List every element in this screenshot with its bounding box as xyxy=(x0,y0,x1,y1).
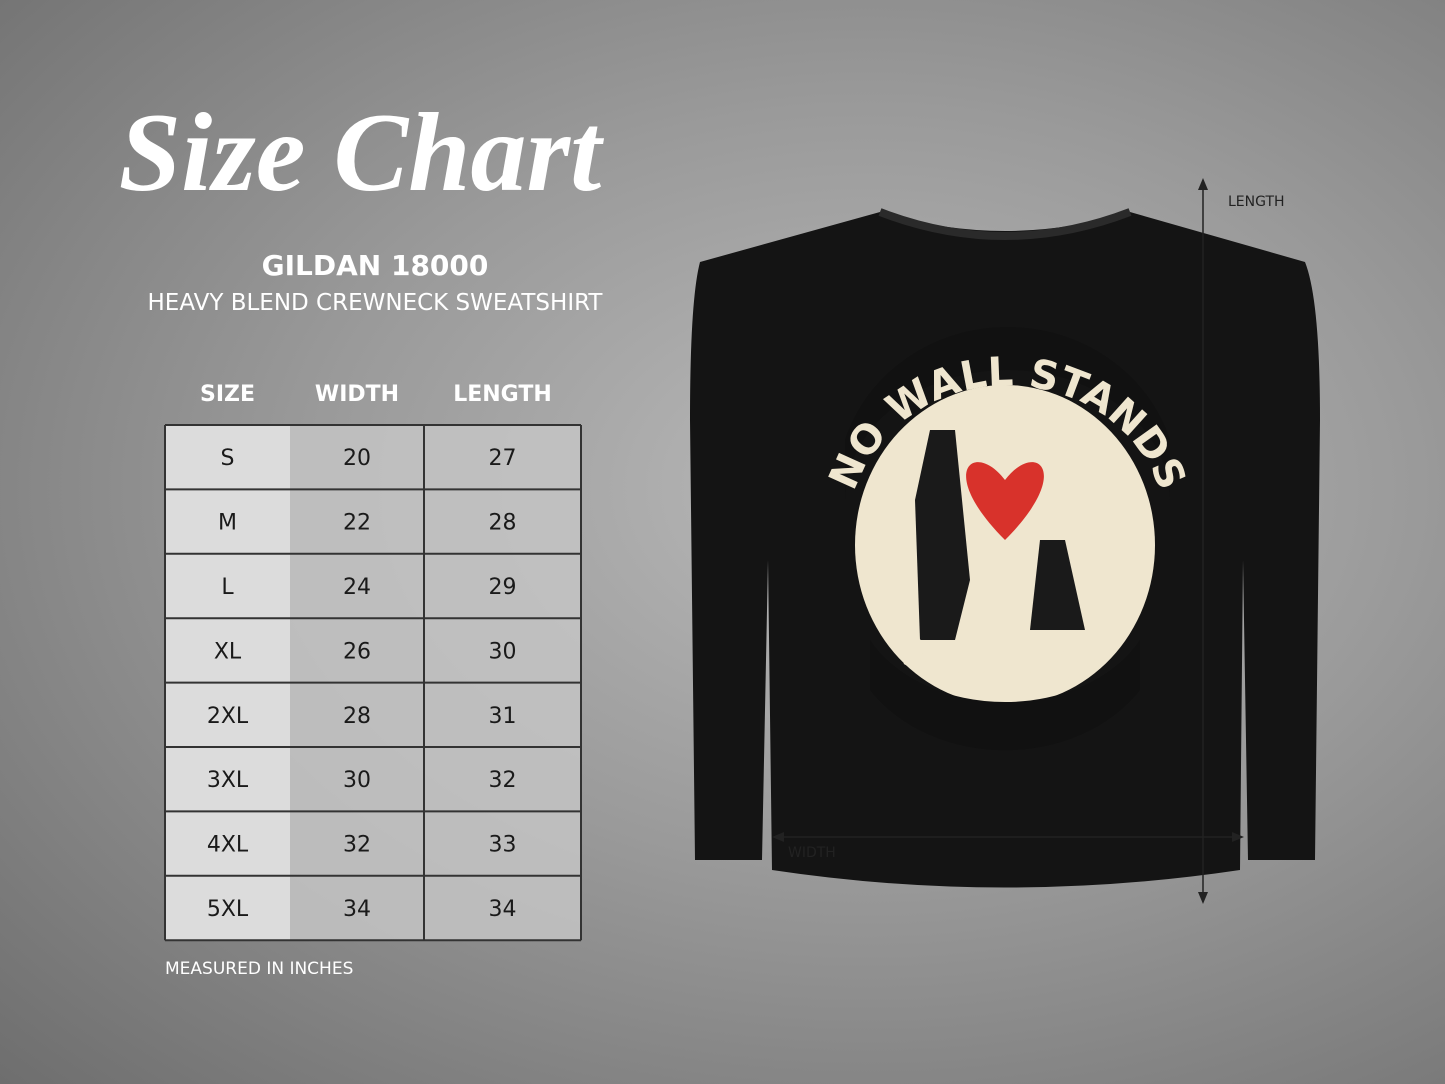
table-cell: 26 xyxy=(343,639,371,664)
title: Size Chart xyxy=(119,91,604,215)
table-cell: 28 xyxy=(343,704,371,729)
table-cell: 22 xyxy=(343,511,371,536)
footnote: MEASURED IN INCHES xyxy=(165,959,353,979)
description: HEAVY BLEND CREWNECK SWEATSHIRT xyxy=(148,290,604,316)
table-cell: 29 xyxy=(489,575,517,600)
sweatshirt: NO WALL STANDS FOREVER xyxy=(690,208,1320,888)
table-cell: 24 xyxy=(343,575,371,600)
table-cell: 4XL xyxy=(207,833,249,858)
column-header: LENGTH xyxy=(453,382,552,407)
table-cell: 20 xyxy=(343,446,371,471)
column-header: SIZE xyxy=(200,382,255,407)
table-cell: 32 xyxy=(343,833,371,858)
table-cell: 28 xyxy=(489,511,517,536)
table-cell: 33 xyxy=(489,833,517,858)
column-header: WIDTH xyxy=(315,382,399,407)
table-cell: 34 xyxy=(489,897,517,922)
table-cell: 27 xyxy=(489,446,517,471)
subtitle: GILDAN 18000 xyxy=(262,249,489,282)
table-cell: L xyxy=(221,575,234,600)
table-cell: 34 xyxy=(343,897,371,922)
table-cell: 30 xyxy=(343,768,371,793)
width-label: WIDTH xyxy=(788,845,836,861)
table-cell: 32 xyxy=(489,768,517,793)
table-cell: 30 xyxy=(489,639,517,664)
table-cell: 5XL xyxy=(207,897,249,922)
dimension-arrows xyxy=(772,178,1244,904)
size-table: SIZE WIDTH LENGTH S 20 27 M 22 28 L 24 29 XL 26 30 2XL 2… xyxy=(164,382,582,942)
table-cell: XL xyxy=(214,639,242,664)
length-label: LENGTH xyxy=(1228,194,1285,210)
table-cell: S xyxy=(221,446,235,471)
table-cell: 2XL xyxy=(207,704,249,729)
table-cell: M xyxy=(218,511,237,536)
table-cell: 31 xyxy=(489,704,517,729)
table-cell: 3XL xyxy=(207,768,249,793)
